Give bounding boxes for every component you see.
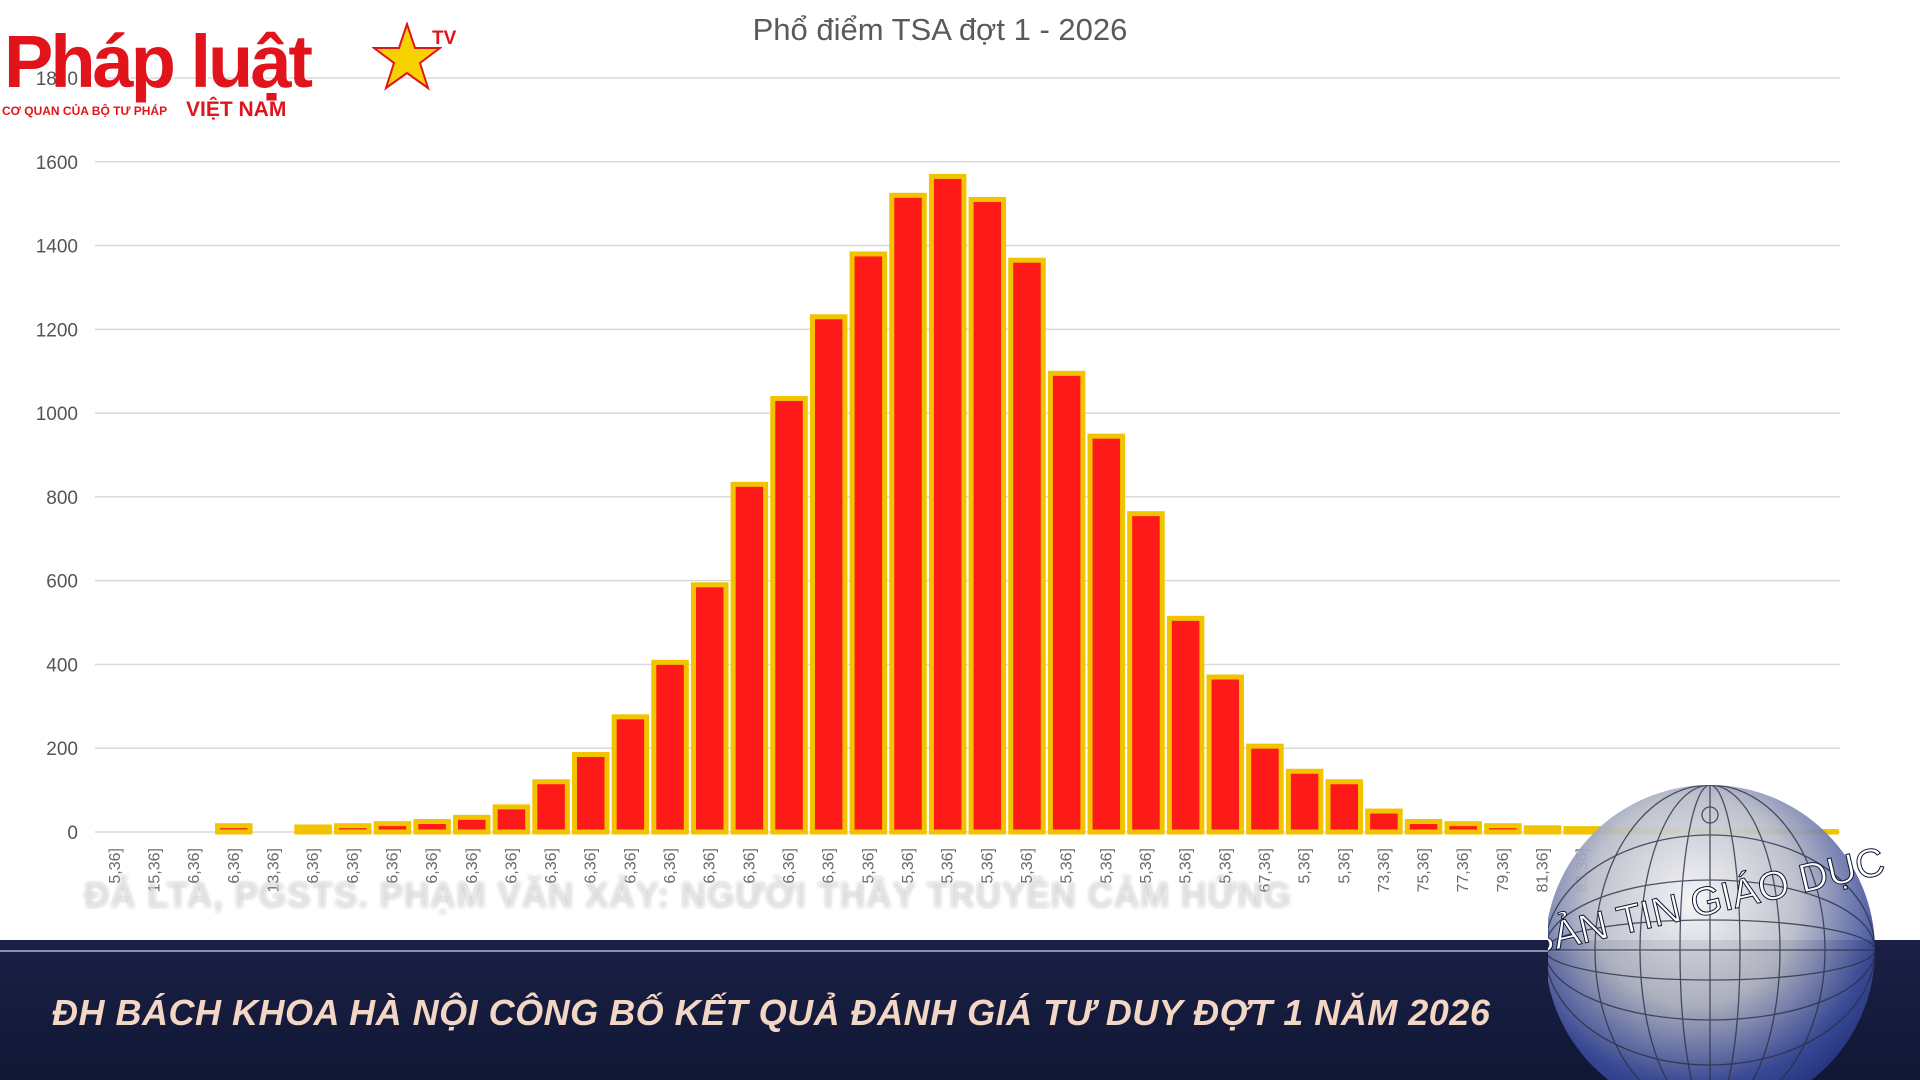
y-tick-label: 1600 bbox=[36, 153, 78, 174]
x-tick-label: 5,36] bbox=[1217, 848, 1234, 884]
x-tick-label: 75,36] bbox=[1416, 848, 1433, 892]
y-axis-ticks: 0 200 400 600 800 1000 1200 1400 1600 1800 bbox=[36, 69, 78, 844]
x-tick-label: 6,36] bbox=[622, 848, 639, 884]
chart-bar bbox=[1166, 615, 1205, 835]
chart-bar bbox=[730, 481, 769, 835]
logo-tagline: CƠ QUAN CỦA BỘ TƯ PHÁP bbox=[2, 104, 168, 118]
chart-bar bbox=[1444, 821, 1482, 835]
y-tick-label: 1000 bbox=[36, 404, 78, 425]
chart-bar bbox=[1047, 370, 1086, 835]
y-tick-label: 1400 bbox=[36, 237, 78, 258]
x-tick-label: 6,36] bbox=[543, 848, 560, 884]
x-tick-label: 6,36] bbox=[186, 848, 203, 884]
x-tick-label: 6,36] bbox=[226, 848, 243, 884]
chart-bar bbox=[1484, 823, 1522, 835]
x-tick-label: 6,36] bbox=[662, 848, 679, 884]
x-tick-label: 77,36] bbox=[1455, 848, 1472, 892]
chart-bar bbox=[651, 659, 689, 835]
chart-bar bbox=[294, 824, 332, 835]
x-tick-label: 6,36] bbox=[305, 848, 322, 884]
x-axis-ticks: 5,36] 15,36] 6,36] 6,36] 13,36] 6,36] 6,36] 6,3… bbox=[107, 848, 1591, 892]
chart-bar bbox=[849, 251, 888, 835]
news-headline: ĐH BÁCH KHOA HÀ NỘI CÔNG BỐ KẾT QUẢ ĐÁNH… bbox=[52, 992, 1491, 1033]
x-tick-label: 6,36] bbox=[821, 848, 838, 884]
x-tick-label: 6,36] bbox=[345, 848, 362, 884]
y-tick-label: 1200 bbox=[36, 320, 78, 341]
x-tick-label: 73,36] bbox=[1376, 848, 1393, 892]
chart-bar bbox=[968, 196, 1007, 835]
chart-bar bbox=[928, 173, 967, 835]
y-tick-label: 400 bbox=[46, 655, 78, 676]
logo-tv: TV bbox=[432, 28, 457, 49]
y-tick-label: 0 bbox=[67, 823, 78, 844]
x-tick-label: 6,36] bbox=[503, 848, 520, 884]
chart-bar bbox=[492, 804, 531, 835]
chart-bar bbox=[770, 395, 808, 835]
x-tick-label: 5,36] bbox=[979, 848, 996, 884]
lower-third-divider bbox=[0, 950, 1650, 952]
logo-brand: Pháp luật bbox=[4, 20, 313, 103]
chart-bar bbox=[889, 192, 927, 835]
x-tick-label: 15,36] bbox=[146, 848, 163, 892]
chart-bar bbox=[1087, 433, 1126, 835]
chart-bar bbox=[373, 821, 412, 835]
x-tick-label: 5,36] bbox=[1138, 848, 1155, 884]
x-tick-label: 79,36] bbox=[1495, 848, 1512, 892]
x-tick-label: 5,36] bbox=[1336, 848, 1353, 884]
chart-bar bbox=[1246, 743, 1284, 835]
chart-bar bbox=[1404, 819, 1443, 835]
chart-bar bbox=[215, 823, 253, 835]
chart-bar bbox=[809, 314, 848, 835]
x-tick-label: 5,36] bbox=[1297, 848, 1314, 884]
ticker-text: ĐẢ LTA, PGSTS. PHẠM VĂN XẢY: NGƯỜI THẦY … bbox=[84, 876, 1292, 915]
x-tick-label: 5,36] bbox=[940, 848, 957, 884]
y-tick-label: 200 bbox=[46, 739, 78, 760]
chart-bar bbox=[690, 582, 729, 835]
chart-title: Phổ điểm TSA đợt 1 - 2026 bbox=[753, 12, 1128, 47]
x-tick-label: 6,36] bbox=[384, 848, 401, 884]
phapluat-tv-logo: Pháp luật TV CƠ QUAN CỦA BỘ TƯ PHÁP VIỆT… bbox=[0, 22, 470, 127]
star-icon bbox=[372, 22, 442, 91]
chart-bar bbox=[1206, 674, 1245, 835]
chart-bar bbox=[571, 752, 610, 835]
y-tick-label: 1800 bbox=[36, 69, 78, 90]
x-tick-label: 81,36] bbox=[1535, 848, 1552, 892]
x-tick-label: 5,36] bbox=[1059, 848, 1076, 884]
x-tick-label: 5,36] bbox=[1019, 848, 1036, 884]
chart-bar bbox=[1365, 808, 1403, 835]
x-tick-label: 5,36] bbox=[900, 848, 917, 884]
logo-country: VIỆT NAM bbox=[186, 98, 287, 121]
chart-bar bbox=[532, 779, 570, 835]
x-tick-label: 6,36] bbox=[424, 848, 441, 884]
y-tick-label: 800 bbox=[46, 488, 78, 509]
x-tick-label: 6,36] bbox=[702, 848, 719, 884]
chart-bar bbox=[1127, 511, 1165, 835]
x-tick-label: 13,36] bbox=[265, 848, 282, 892]
x-tick-label: 6,36] bbox=[583, 848, 600, 884]
x-tick-label: 6,36] bbox=[741, 848, 758, 884]
x-tick-label: 5,36] bbox=[1098, 848, 1115, 884]
x-tick-label: 5,36] bbox=[860, 848, 877, 884]
chart-bar bbox=[1285, 768, 1324, 835]
x-tick-label: 6,36] bbox=[464, 848, 481, 884]
chart-bar bbox=[413, 819, 451, 835]
y-tick-label: 600 bbox=[46, 572, 78, 593]
x-tick-label: 5,36] bbox=[107, 848, 124, 884]
x-tick-label: 6,36] bbox=[781, 848, 798, 884]
chart-gridlines bbox=[95, 77, 1840, 833]
chart-bar bbox=[611, 714, 650, 835]
chart-bar bbox=[1325, 779, 1364, 835]
x-tick-label: 5,36] bbox=[1178, 848, 1195, 884]
chart-bar bbox=[334, 823, 372, 835]
chart-bar bbox=[453, 814, 491, 835]
globe-icon: BẢN TIN GIÁO DỤC bbox=[1548, 785, 1889, 1080]
x-tick-label: 67,36] bbox=[1257, 848, 1274, 892]
chart-bar bbox=[1008, 257, 1046, 835]
chart-bars bbox=[215, 173, 1839, 835]
chart-bar bbox=[1523, 825, 1562, 835]
